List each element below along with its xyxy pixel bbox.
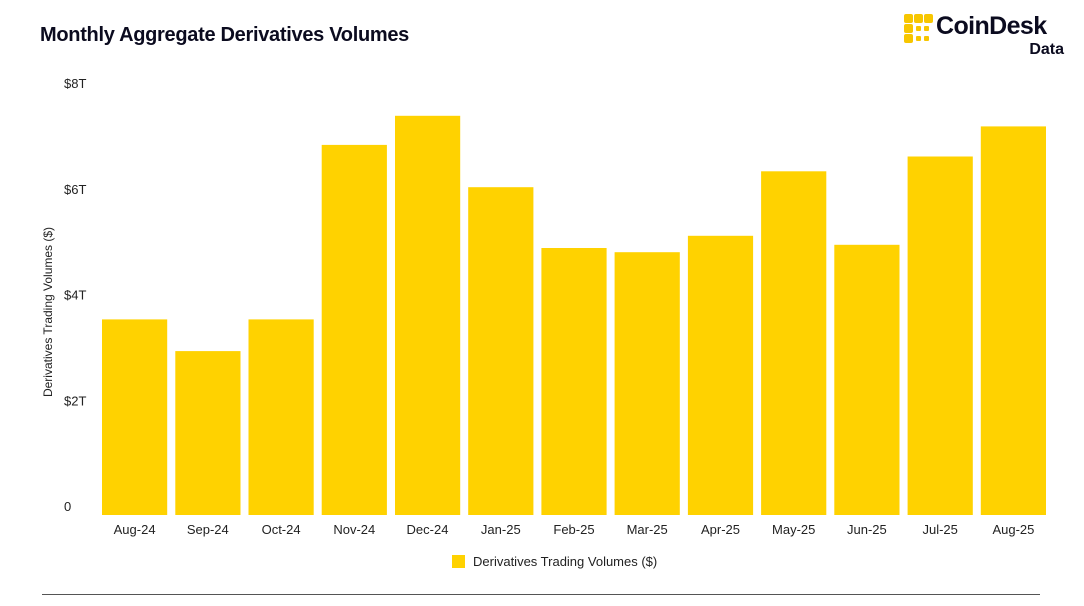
legend-label: Derivatives Trading Volumes ($) bbox=[473, 554, 658, 569]
bar-Mar-25 bbox=[614, 252, 680, 515]
x-tick-label: Sep-24 bbox=[187, 522, 229, 537]
bar-Sep-24 bbox=[175, 351, 241, 515]
bar-Jul-25 bbox=[907, 156, 973, 515]
footer-divider bbox=[42, 594, 1040, 595]
bar-Apr-25 bbox=[687, 235, 754, 516]
brand-logo: CoinDesk Data bbox=[904, 10, 1064, 62]
x-tick-label: Nov-24 bbox=[333, 522, 375, 537]
legend-swatch bbox=[452, 555, 465, 568]
legend: Derivatives Trading Volumes ($) bbox=[452, 554, 657, 569]
y-tick-label: 0 bbox=[64, 499, 71, 514]
bar-Aug-24 bbox=[102, 319, 168, 515]
x-tick-label: Jun-25 bbox=[847, 522, 887, 537]
x-tick-label: May-25 bbox=[772, 522, 815, 537]
bar-May-25 bbox=[761, 171, 827, 516]
bar-Nov-24 bbox=[321, 144, 387, 515]
x-tick-label: Dec-24 bbox=[407, 522, 449, 537]
bar-Feb-25 bbox=[541, 248, 607, 515]
brand-sub: Data bbox=[1029, 41, 1064, 58]
chart-title: Monthly Aggregate Derivatives Volumes bbox=[40, 24, 409, 46]
y-tick-label: $6T bbox=[64, 182, 86, 197]
bar-Aug-25 bbox=[980, 126, 1046, 516]
bar-Oct-24 bbox=[248, 319, 314, 515]
y-tick-label: $2T bbox=[64, 393, 86, 408]
x-tick-label: Jan-25 bbox=[481, 522, 521, 537]
coindesk-logo-icon bbox=[904, 14, 933, 43]
bar-Dec-24 bbox=[395, 115, 461, 516]
x-tick-label: Apr-25 bbox=[701, 522, 740, 537]
bar-Jan-25 bbox=[468, 187, 534, 515]
x-tick-label: Oct-24 bbox=[262, 522, 301, 537]
bar-Jun-25 bbox=[834, 244, 900, 516]
x-tick-label: Aug-25 bbox=[992, 522, 1034, 537]
x-tick-label: Aug-24 bbox=[114, 522, 156, 537]
x-tick-label: Feb-25 bbox=[553, 522, 594, 537]
y-axis-label: Derivatives Trading Volumes ($) bbox=[41, 227, 55, 397]
y-tick-label: $8T bbox=[64, 76, 86, 91]
x-tick-label: Jul-25 bbox=[922, 522, 957, 537]
brand-name: CoinDesk bbox=[936, 12, 1047, 40]
x-tick-label: Mar-25 bbox=[627, 522, 668, 537]
y-tick-label: $4T bbox=[64, 288, 86, 303]
